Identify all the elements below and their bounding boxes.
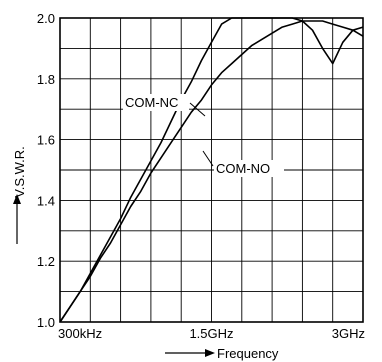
annot-bg-com-nc bbox=[123, 94, 189, 111]
y-axis-label-group: V.S.W.R. bbox=[12, 146, 27, 244]
y-tick-label: 1.8 bbox=[37, 72, 55, 87]
grid bbox=[60, 18, 363, 322]
x-tick-label: 3GHz bbox=[332, 326, 365, 341]
annotation-com-nc: COM-NC bbox=[125, 95, 178, 110]
y-tick-label: 2.0 bbox=[37, 11, 55, 26]
leader-com-no bbox=[202, 150, 214, 167]
series-annotations: COM-NC COM-NO bbox=[123, 94, 284, 177]
y-tick-labels: 1.0 1.2 1.4 1.6 1.8 2.0 bbox=[37, 11, 55, 330]
x-axis-arrow-head bbox=[205, 349, 215, 357]
y-tick-label: 1.2 bbox=[37, 254, 55, 269]
x-axis-label: Frequency bbox=[217, 346, 279, 361]
y-axis-label: V.S.W.R. bbox=[12, 146, 27, 198]
annot-bg-com-no bbox=[214, 160, 284, 177]
y-tick-label: 1.4 bbox=[37, 193, 55, 208]
x-axis-label-group: Frequency bbox=[165, 346, 279, 361]
y-tick-label: 1.6 bbox=[37, 133, 55, 148]
y-axis-arrow-head bbox=[13, 194, 21, 204]
series-line-com-nc bbox=[59, 17, 364, 323]
y-tick-label: 1.0 bbox=[37, 315, 55, 330]
annotation-com-no: COM-NO bbox=[216, 161, 270, 176]
plot-frame bbox=[59, 17, 364, 323]
series-lines bbox=[59, 17, 364, 323]
x-tick-label: 300kHz bbox=[58, 326, 102, 341]
x-tick-label: 1.5GHz bbox=[189, 326, 233, 341]
x-tick-labels: 300kHz 1.5GHz 3GHz bbox=[58, 326, 365, 341]
leader-com-nc bbox=[189, 102, 206, 117]
series-line-com-no bbox=[59, 20, 364, 323]
